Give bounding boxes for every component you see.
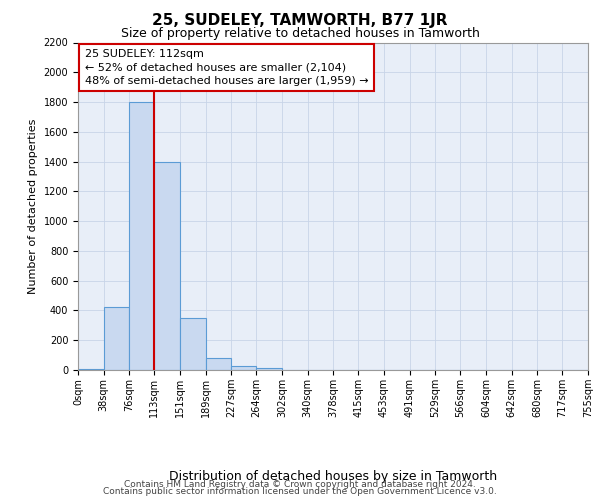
Text: Contains public sector information licensed under the Open Government Licence v3: Contains public sector information licen… <box>103 487 497 496</box>
Bar <box>104 308 130 370</box>
Bar <box>180 318 206 370</box>
Bar <box>154 162 180 370</box>
Bar <box>78 368 104 370</box>
X-axis label: Distribution of detached houses by size in Tamworth: Distribution of detached houses by size … <box>169 470 497 483</box>
Bar <box>232 366 256 370</box>
Text: Size of property relative to detached houses in Tamworth: Size of property relative to detached ho… <box>121 28 479 40</box>
Bar <box>130 102 154 370</box>
Text: Contains HM Land Registry data © Crown copyright and database right 2024.: Contains HM Land Registry data © Crown c… <box>124 480 476 489</box>
Bar <box>256 368 282 370</box>
Text: 25 SUDELEY: 112sqm
← 52% of detached houses are smaller (2,104)
48% of semi-deta: 25 SUDELEY: 112sqm ← 52% of detached hou… <box>85 49 368 86</box>
Y-axis label: Number of detached properties: Number of detached properties <box>28 118 38 294</box>
Bar <box>206 358 232 370</box>
Text: 25, SUDELEY, TAMWORTH, B77 1JR: 25, SUDELEY, TAMWORTH, B77 1JR <box>152 12 448 28</box>
